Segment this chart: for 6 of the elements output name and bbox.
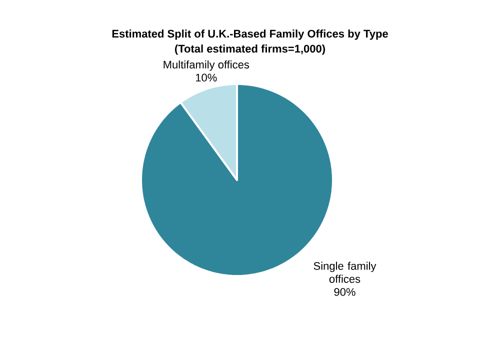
chart-subtitle: (Total estimated firms=1,000) [175, 44, 325, 55]
data-label: 10% [196, 74, 217, 82]
slice-label: Multifamily offices [164, 60, 250, 71]
chart-title: Estimated Split of U.K.-Based Family Offices by Type [112, 30, 388, 40]
slice-label: Single family offices [314, 262, 376, 283]
data-label: 90% [334, 288, 356, 296]
